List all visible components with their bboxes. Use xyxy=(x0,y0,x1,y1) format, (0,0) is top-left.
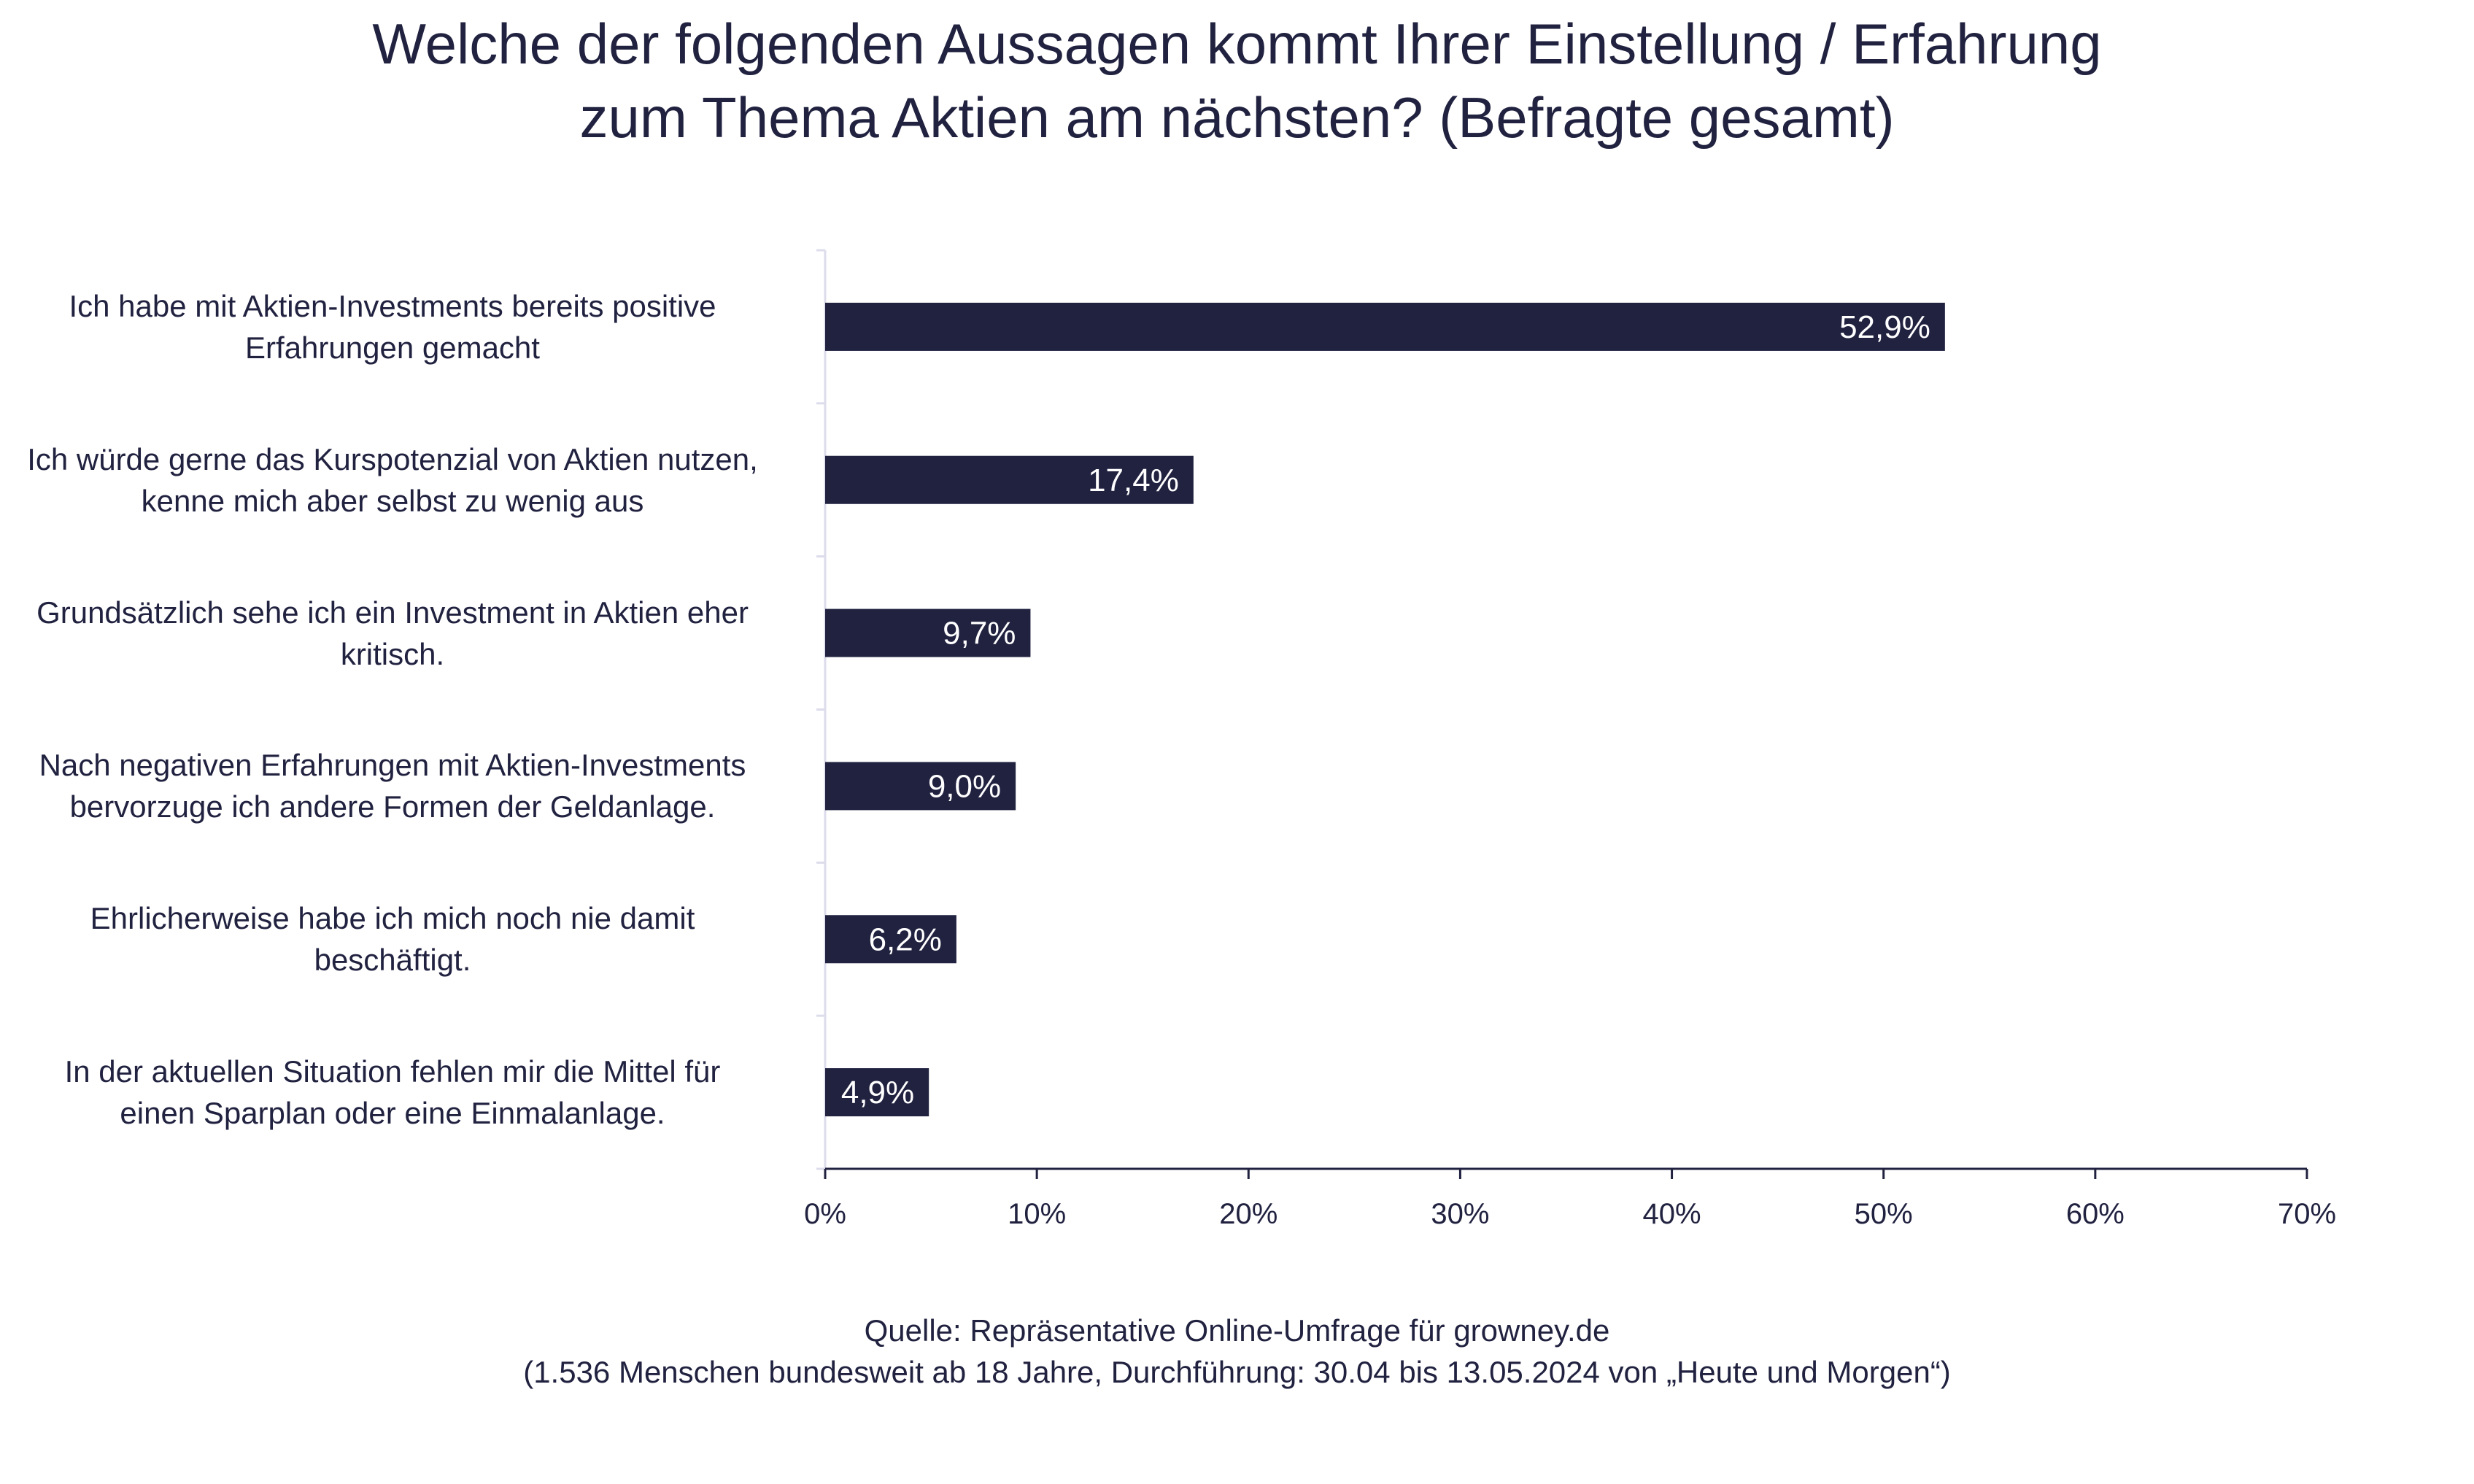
bar-data-label: 6,2% xyxy=(869,921,942,957)
category-label-line: einen Sparplan oder eine Einmalanlage. xyxy=(120,1096,665,1131)
bar xyxy=(825,608,1031,657)
category-label-line: Ich würde gerne das Kurspotenzial von Ak… xyxy=(27,441,758,476)
category-label-line: Nach negativen Erfahrungen mit Aktien-In… xyxy=(39,748,746,783)
category-label-line: In der aktuellen Situation fehlen mir di… xyxy=(64,1054,721,1089)
category-label-line: beschäftigt. xyxy=(314,943,471,978)
bar xyxy=(825,302,1945,351)
bar xyxy=(825,762,1016,811)
chart-title: Welche der folgenden Aussagen kommt Ihre… xyxy=(0,7,2474,155)
source-note: Quelle: Repräsentative Online-Umfrage fü… xyxy=(0,1310,2474,1393)
source-line-2: (1.536 Menschen bundesweit ab 18 Jahre, … xyxy=(523,1355,1951,1389)
category-label: Nach negativen Erfahrungen mit Aktien-In… xyxy=(0,744,794,827)
bar xyxy=(825,455,1194,504)
x-tick-label: 10% xyxy=(1008,1198,1066,1230)
category-label: Grundsätzlich sehe ich ein Investment in… xyxy=(0,592,794,675)
bar-data-label: 4,9% xyxy=(841,1075,914,1110)
category-label: Ich habe mit Aktien-Investments bereits … xyxy=(0,285,794,368)
category-label-line: Erfahrungen gemacht xyxy=(245,330,540,365)
x-tick-label: 30% xyxy=(1431,1198,1489,1230)
title-line-2: zum Thema Aktien am nächsten? (Befragte … xyxy=(579,85,1895,150)
bar-data-label: 17,4% xyxy=(1088,463,1179,498)
category-label: In der aktuellen Situation fehlen mir di… xyxy=(0,1051,794,1134)
category-label-line: Grundsätzlich sehe ich ein Investment in… xyxy=(36,595,749,630)
category-label: Ehrlicherweise habe ich mich noch nie da… xyxy=(0,897,794,981)
category-label-line: bervorzuge ich andere Formen der Geldanl… xyxy=(69,789,716,824)
bar-data-label: 9,7% xyxy=(943,616,1016,652)
x-tick-label: 70% xyxy=(2278,1198,2336,1230)
x-tick-label: 50% xyxy=(1855,1198,1913,1230)
category-label-line: Ich habe mit Aktien-Investments bereits … xyxy=(69,288,716,323)
category-label-line: kritisch. xyxy=(340,636,445,671)
x-tick-label: 0% xyxy=(804,1198,846,1230)
bar-data-label: 52,9% xyxy=(1839,309,1930,345)
bar xyxy=(825,1068,929,1117)
bar-data-label: 9,0% xyxy=(928,768,1001,804)
bar xyxy=(825,915,956,964)
source-line-1: Quelle: Repräsentative Online-Umfrage fü… xyxy=(864,1313,1610,1348)
x-tick-label: 60% xyxy=(2066,1198,2125,1230)
category-label-line: Ehrlicherweise habe ich mich noch nie da… xyxy=(90,901,695,936)
x-tick-label: 20% xyxy=(1219,1198,1277,1230)
category-label-line: kenne mich aber selbst zu wenig aus xyxy=(141,483,644,518)
category-label: Ich würde gerne das Kurspotenzial von Ak… xyxy=(0,438,794,522)
x-tick-label: 40% xyxy=(1643,1198,1701,1230)
title-line-1: Welche der folgenden Aussagen kommt Ihre… xyxy=(372,12,2102,76)
